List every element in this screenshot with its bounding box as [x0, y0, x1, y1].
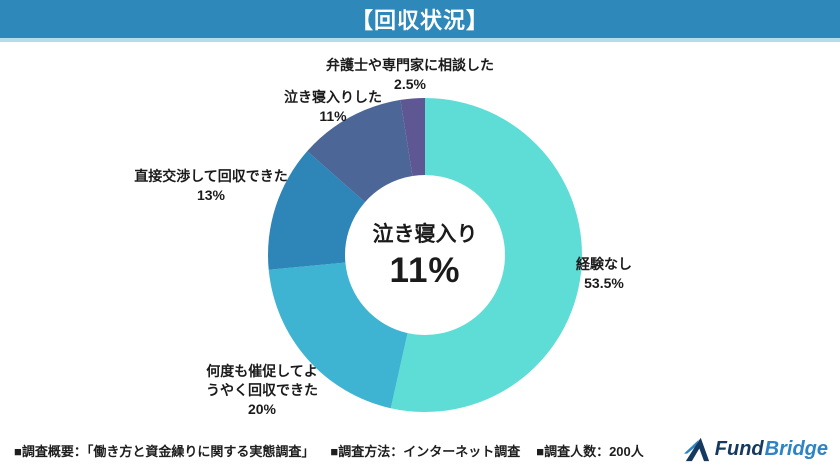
fundbridge-logo-icon — [683, 437, 709, 462]
segment-label-percent: 20% — [247, 401, 277, 417]
donut-chart — [268, 98, 582, 412]
survey-info: ■調査概要：「働き方と資金繰りに関する実態調査」 ■調査方法：インターネット調査 ■… — [14, 441, 714, 460]
title-bar: 【回収状況】 — [0, 0, 840, 38]
donut-chart-area — [265, 95, 585, 415]
segment-label-text: 何度も催促してようやく回収できた — [206, 363, 318, 398]
donut-segment-2 — [268, 151, 365, 270]
donut-center-label: 泣き寝入り 11% — [345, 218, 505, 291]
segment-label-text: 直接交渉して回収できた — [134, 168, 288, 184]
segment-label-repeated-reminders: 何度も催促してようやく回収できた 20% — [202, 362, 322, 419]
segment-label-percent: 2.5% — [394, 76, 426, 92]
center-label-value: 11% — [389, 251, 461, 290]
fundbridge-logo: Fund Bridge — [683, 434, 828, 464]
center-label-text: 泣き寝入り — [372, 223, 478, 246]
donut-segment-4 — [400, 98, 425, 176]
segment-label-text: 経験なし — [576, 256, 632, 272]
donut-segment-1 — [268, 262, 408, 409]
donut-segment-3 — [307, 99, 413, 203]
segment-label-text: 泣き寝入りした — [284, 89, 382, 105]
segment-label-consulted-lawyer: 弁護士や専門家に相談した 2.5% — [310, 56, 510, 94]
segment-label-percent: 13% — [196, 187, 226, 203]
segment-label-percent: 53.5% — [584, 275, 624, 291]
survey-overview: ■調査概要：「働き方と資金繰りに関する実態調査」 — [14, 444, 315, 459]
segment-label-text: 弁護士や専門家に相談した — [326, 57, 494, 73]
survey-method: ■調査方法：インターネット調査 — [330, 444, 521, 459]
segment-label-direct-negotiation: 直接交渉して回収できた 13% — [126, 167, 296, 205]
header-accent-strip — [0, 38, 840, 42]
segment-label-gave-up: 泣き寝入りした 11% — [268, 88, 398, 126]
logo-text-bridge: Bridge — [764, 437, 828, 460]
segment-label-percent: 11% — [319, 108, 347, 124]
survey-respondents: ■調査人数：200人 — [536, 444, 644, 459]
donut-segment-0 — [390, 98, 582, 412]
page-title: 【回収状況】 — [350, 8, 489, 33]
logo-text-fund: Fund — [714, 437, 764, 460]
segment-label-no-experience: 経験なし 53.5% — [557, 255, 651, 293]
